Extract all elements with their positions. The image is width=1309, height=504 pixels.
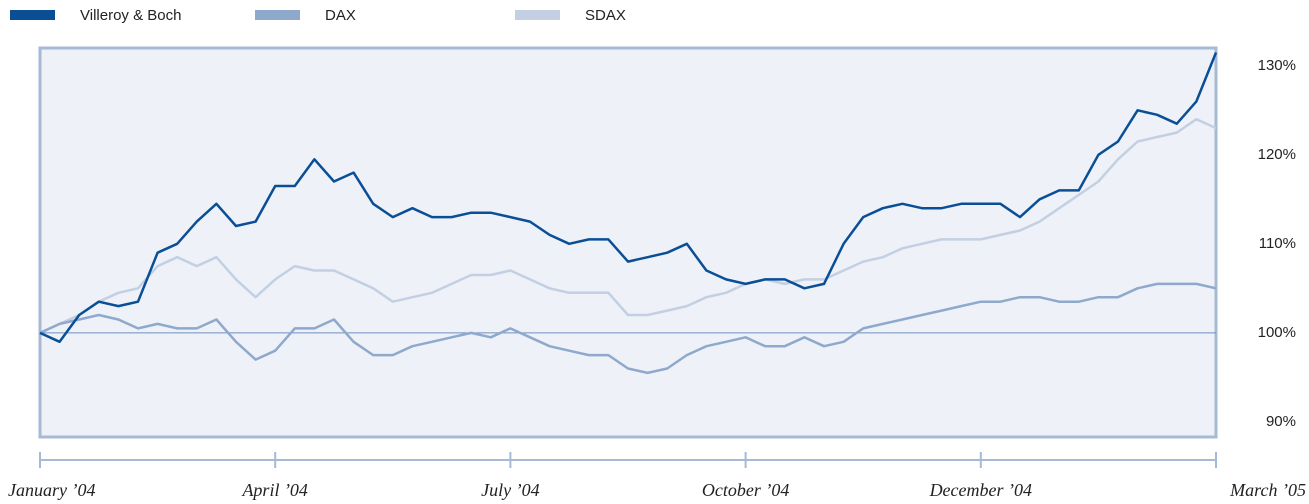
series-line	[39, 52, 1218, 344]
x-tick-label: March ’05	[1229, 480, 1306, 500]
y-tick-label: 100%	[1258, 324, 1296, 341]
x-tick-label: October ’04	[702, 480, 789, 500]
y-tick-label: 120%	[1258, 146, 1296, 163]
legend-label: SDAX	[585, 7, 626, 24]
legend-swatch	[515, 10, 560, 20]
y-tick-label: 110%	[1259, 235, 1296, 252]
series-line	[39, 282, 1217, 375]
legend-swatch	[10, 10, 55, 20]
plot-area	[38, 46, 1218, 439]
x-tick-label: December ’04	[929, 480, 1032, 500]
legend-label: Villeroy & Boch	[80, 7, 181, 24]
legend-label: DAX	[325, 7, 356, 24]
x-tick-label: July ’04	[481, 480, 539, 500]
y-tick-label: 90%	[1266, 413, 1296, 430]
y-tick-label: 130%	[1258, 57, 1296, 74]
legend-swatch	[255, 10, 300, 20]
x-tick-label: April ’04	[241, 480, 308, 500]
x-tick-label: January ’04	[8, 480, 95, 500]
series-line	[39, 117, 1217, 335]
